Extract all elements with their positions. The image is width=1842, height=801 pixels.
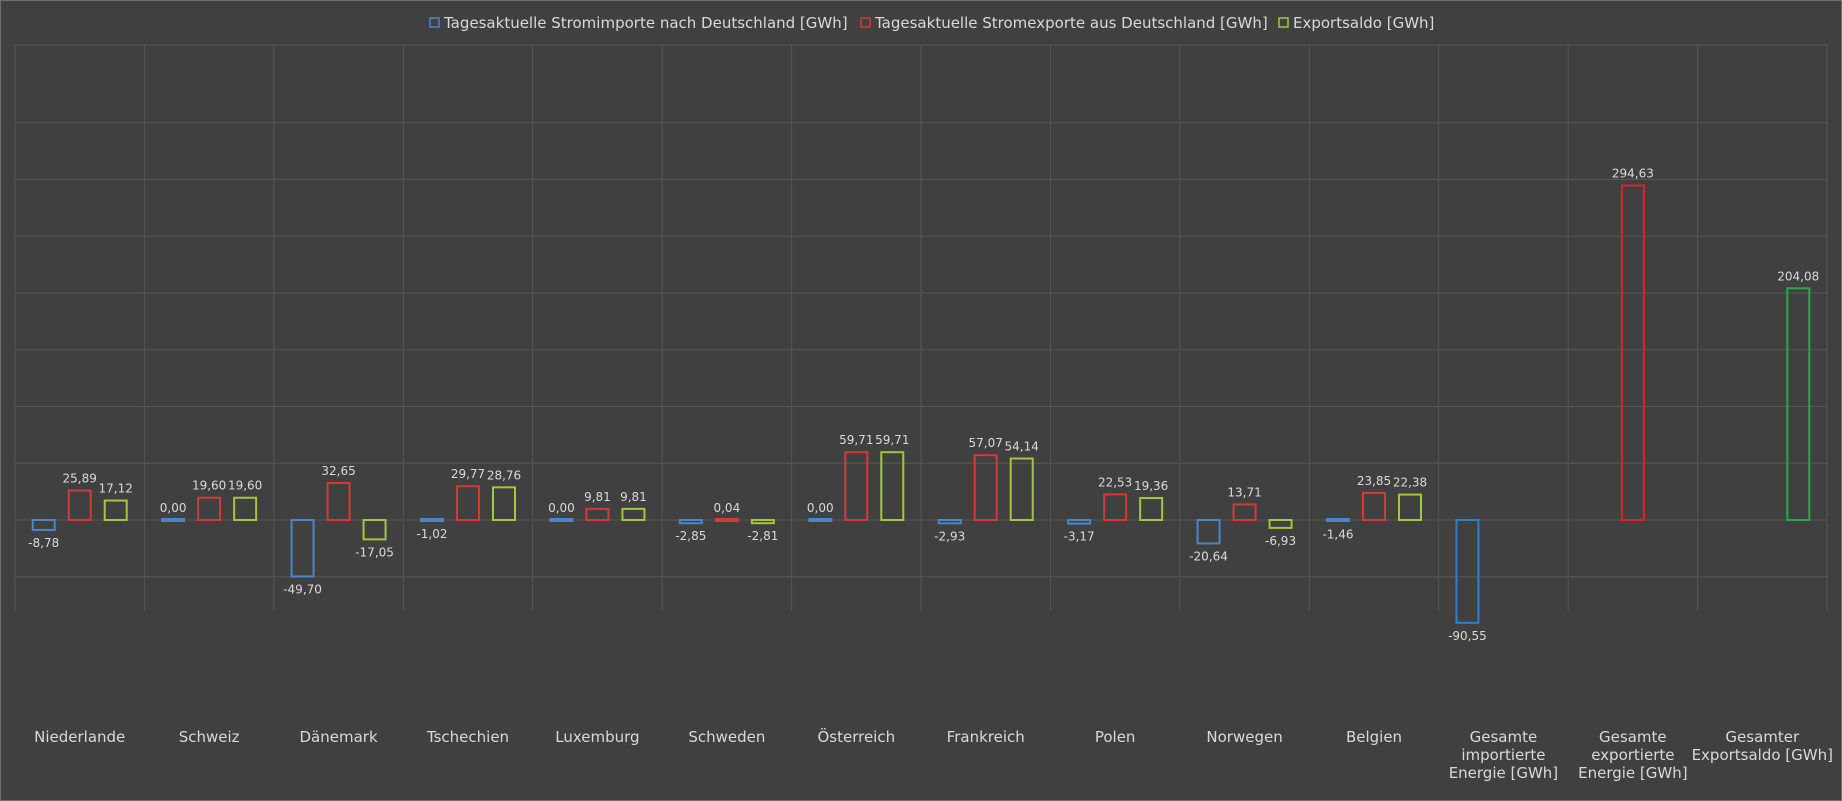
data-label: 32,65 bbox=[321, 464, 355, 478]
bar-saldo bbox=[1139, 497, 1164, 522]
bar-imports bbox=[549, 518, 574, 522]
x-tick-label: Gesamte importierte Energie [GWh] bbox=[1449, 728, 1558, 782]
data-label: -90,55 bbox=[1448, 629, 1487, 643]
x-axis-labels: Niederlande Schweiz Dänemark Tschechien Luxe… bbox=[34, 727, 1833, 782]
bar-exports bbox=[844, 451, 869, 522]
bar-exports bbox=[1362, 491, 1386, 521]
x-tick-label: Österreich bbox=[817, 727, 895, 746]
bar-saldo bbox=[362, 519, 387, 541]
data-label: 54,14 bbox=[1005, 440, 1039, 454]
bar-saldo bbox=[1398, 493, 1422, 521]
data-label: 0,00 bbox=[548, 501, 575, 515]
data-label: 57,07 bbox=[969, 436, 1003, 450]
data-label: -20,64 bbox=[1189, 549, 1228, 563]
bar-exports bbox=[973, 454, 998, 522]
bar-imports bbox=[937, 519, 962, 525]
x-tick-label: Niederlande bbox=[34, 728, 125, 746]
legend-label: Exportsaldo [GWh] bbox=[1293, 14, 1434, 32]
bar-saldo bbox=[103, 499, 128, 521]
data-label: -1,02 bbox=[416, 527, 447, 541]
data-label: 59,71 bbox=[875, 433, 909, 447]
bar-saldo bbox=[233, 496, 258, 521]
legend: Tagesaktuelle Stromimporte nach Deutschl… bbox=[429, 14, 1434, 32]
data-label: 23,85 bbox=[1357, 474, 1391, 488]
bar-imports bbox=[678, 519, 703, 525]
x-tick-label: Polen bbox=[1095, 728, 1136, 746]
bar-imports bbox=[808, 518, 833, 522]
bar-imports bbox=[161, 518, 186, 522]
data-labels: -8,78 0,00 -49,70 -1,02 0,00 -2,85 0,00 -2,93 -3… bbox=[28, 167, 1819, 643]
bar-imports bbox=[1455, 519, 1480, 624]
legend-swatch bbox=[1278, 17, 1289, 28]
bar-saldo bbox=[1009, 457, 1034, 521]
bar-exports bbox=[197, 496, 222, 521]
data-label: 19,60 bbox=[192, 479, 226, 493]
bar-exports bbox=[1103, 493, 1128, 521]
data-label: 25,89 bbox=[63, 472, 97, 486]
data-label: -17,05 bbox=[355, 545, 394, 559]
data-label: 29,77 bbox=[451, 467, 485, 481]
legend-swatch bbox=[860, 17, 871, 28]
data-label: 0,04 bbox=[713, 501, 740, 515]
bar-imports bbox=[420, 518, 444, 522]
bar-exports bbox=[1620, 184, 1645, 521]
data-label: 9,81 bbox=[584, 490, 611, 504]
data-label: 22,53 bbox=[1098, 475, 1132, 489]
data-label: -8,78 bbox=[28, 536, 59, 550]
data-label: 19,60 bbox=[228, 479, 262, 493]
x-tick-label: Schweden bbox=[688, 728, 765, 746]
data-label: 17,12 bbox=[99, 482, 133, 496]
bar-saldo bbox=[1786, 287, 1811, 521]
bar-saldo bbox=[492, 486, 516, 522]
legend-swatch bbox=[429, 17, 440, 28]
x-tick-label: Frankreich bbox=[947, 728, 1025, 746]
data-label: -49,70 bbox=[283, 582, 322, 596]
data-label: 28,76 bbox=[487, 468, 521, 482]
bar-exports bbox=[1232, 503, 1257, 521]
bar-exports bbox=[326, 481, 351, 522]
data-label: -2,85 bbox=[675, 529, 706, 543]
bar-exports bbox=[456, 485, 480, 521]
data-label: 22,38 bbox=[1393, 476, 1427, 490]
data-label: 204,08 bbox=[1777, 269, 1819, 283]
data-label: 59,71 bbox=[839, 433, 873, 447]
bar-imports bbox=[31, 519, 56, 531]
bar-exports bbox=[67, 489, 92, 522]
data-label: 0,00 bbox=[160, 501, 187, 515]
x-tick-label: Norwegen bbox=[1206, 728, 1282, 746]
x-tick-label: Gesamter Exportsaldo [GWh] bbox=[1692, 728, 1833, 764]
data-label: -6,93 bbox=[1265, 534, 1296, 548]
data-label: 0,00 bbox=[807, 501, 834, 515]
data-label: 294,63 bbox=[1612, 167, 1654, 181]
data-label: -3,17 bbox=[1064, 530, 1095, 544]
x-tick-label: Luxemburg bbox=[555, 728, 639, 746]
bar-saldo bbox=[750, 519, 775, 525]
data-label: 19,36 bbox=[1134, 479, 1168, 493]
bar-imports bbox=[290, 519, 315, 578]
data-label: 9,81 bbox=[620, 490, 647, 504]
data-label: -1,46 bbox=[1322, 528, 1353, 542]
bar-saldo bbox=[880, 451, 905, 522]
bar-imports bbox=[1196, 519, 1221, 545]
x-tick-label: Tschechien bbox=[426, 728, 509, 746]
data-label: 13,71 bbox=[1227, 485, 1261, 499]
bar-imports bbox=[1326, 518, 1350, 522]
legend-label: Tagesaktuelle Stromexporte aus Deutschla… bbox=[874, 14, 1268, 32]
data-label: -2,81 bbox=[747, 529, 778, 543]
x-tick-label: Dänemark bbox=[300, 728, 378, 746]
data-label: -2,93 bbox=[934, 529, 965, 543]
gridlines bbox=[14, 44, 1828, 611]
bar-imports bbox=[1067, 519, 1092, 525]
legend-label: Tagesaktuelle Stromimporte nach Deutschl… bbox=[443, 14, 848, 32]
bars bbox=[31, 184, 1811, 624]
bar-saldo bbox=[621, 507, 646, 521]
bar-exports bbox=[714, 518, 739, 522]
x-tick-label: Gesamte exportierte Energie [GWh] bbox=[1578, 728, 1687, 782]
x-tick-label: Belgien bbox=[1346, 728, 1402, 746]
bar-exports bbox=[585, 507, 610, 521]
bar-saldo bbox=[1268, 519, 1293, 529]
x-tick-label: Schweiz bbox=[179, 728, 240, 746]
